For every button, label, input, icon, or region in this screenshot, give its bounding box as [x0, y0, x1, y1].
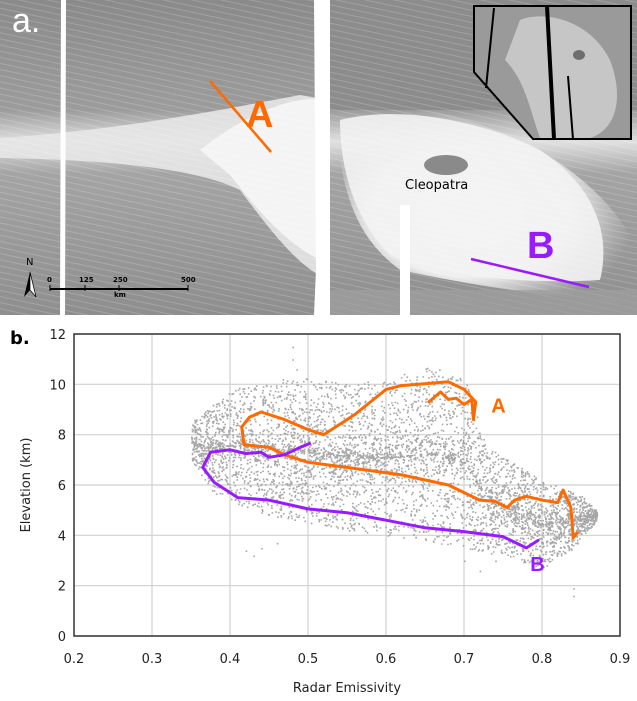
- data-gap: [314, 0, 330, 315]
- profile-lines: [201, 380, 579, 550]
- annotation-b: B: [530, 554, 544, 576]
- profile-line-a: [209, 80, 272, 153]
- y-tick-label: 4: [58, 529, 66, 544]
- panel-a-label: a.: [12, 2, 41, 40]
- north-arrow-icon: [24, 271, 37, 298]
- scale-tick-250: 250: [113, 276, 128, 284]
- axis-ticks: 0.2 0.3 0.4 0.5 0.6 0.7 0.8 0.9 0 2 4 6 8 10 12: [49, 328, 630, 667]
- y-tick-label: 2: [58, 580, 66, 595]
- cleopatra-crater: [424, 155, 468, 175]
- scale-tick-0: 0: [47, 276, 52, 284]
- radar-map-image: [0, 0, 637, 315]
- profile-line-a: [240, 380, 579, 540]
- x-tick-label: 0.9: [610, 652, 631, 667]
- x-tick-label: 0.4: [220, 652, 241, 667]
- north-label: N: [26, 257, 34, 268]
- x-tick-label: 0.6: [376, 652, 397, 667]
- y-tick-label: 6: [58, 479, 66, 494]
- profile-b-label: B: [527, 225, 555, 267]
- panel-b-label: b.: [10, 328, 30, 349]
- inset-locator-map: [473, 5, 632, 140]
- x-tick-label: 0.7: [454, 652, 475, 667]
- profile-line-b: [470, 257, 590, 289]
- y-tick-label: 12: [49, 328, 66, 343]
- y-tick-label: 8: [58, 429, 66, 444]
- y-tick-label: 10: [49, 378, 66, 393]
- profile-line-b: [201, 442, 540, 550]
- data-gap: [400, 205, 410, 315]
- data-gap: [60, 0, 66, 315]
- y-axis-label: Elevation (km): [19, 438, 34, 533]
- x-tick-label: 0.3: [142, 652, 163, 667]
- cleopatra-label: Cleopatra: [405, 178, 469, 193]
- y-tick-label: 0: [58, 630, 66, 645]
- annotation-a: A: [491, 395, 505, 417]
- annotations: AB: [491, 395, 544, 576]
- scale-unit: km: [114, 291, 126, 299]
- x-tick-label: 0.5: [298, 652, 319, 667]
- x-tick-label: 0.8: [532, 652, 553, 667]
- x-axis-label: Radar Emissivity: [293, 681, 401, 696]
- scale-tick-125: 125: [79, 276, 94, 284]
- profile-a-label: A: [246, 94, 274, 136]
- scale-bar: [49, 285, 189, 291]
- x-tick-label: 0.2: [64, 652, 85, 667]
- scale-tick-500: 500: [181, 276, 196, 284]
- map-panel: a. A B Cleopatra N 0 125 250 500 km: [0, 0, 637, 315]
- plot-frame: [73, 333, 621, 637]
